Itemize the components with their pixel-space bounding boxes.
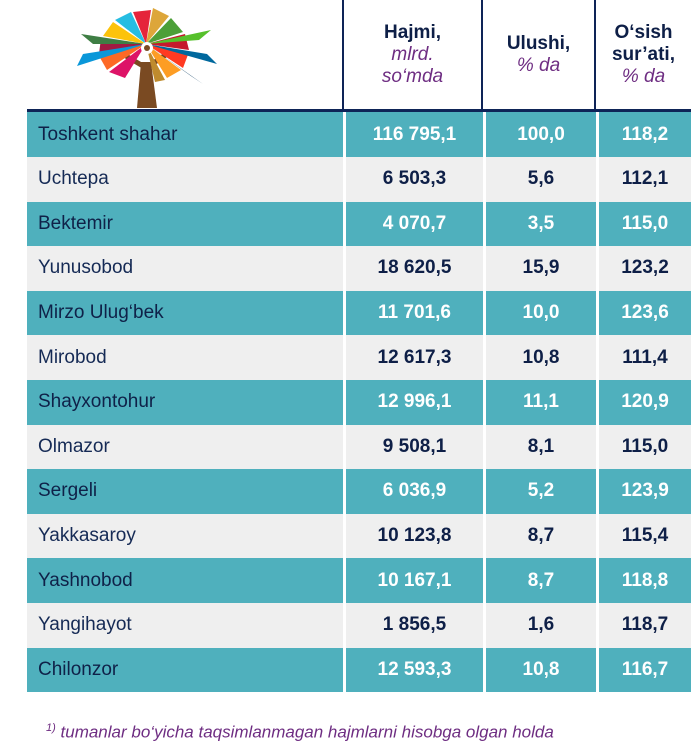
share-cell: 10,8 [483,647,596,693]
header-rule [27,109,691,112]
volume-cell: 116 795,1 [343,112,483,157]
growth-cell: 111,4 [596,335,691,380]
column-unit: mlrd. [391,43,434,65]
growth-cell: 120,9 [596,379,691,425]
table-body: Toshkent shahar 116 795,1 100,0 118,2 Uchtep… [27,112,691,693]
column-unit: % da [621,65,666,87]
district-name: Yashnobod [38,569,133,591]
share-cell: 8,1 [483,424,596,470]
share-cell: 5,6 [483,157,596,202]
share-cell: 15,9 [483,246,596,291]
volume-cell: 10 167,1 [343,558,483,603]
share-cell: 8,7 [483,513,596,559]
volume-cell: 6 503,3 [343,157,483,202]
volume-cell: 9 508,1 [343,424,483,470]
share-cell: 5,2 [483,469,596,514]
share-cell: 10,8 [483,335,596,380]
column-header-volume: Hajmi, mlrd. so‘mda [344,0,481,109]
table-row: Uchtepa 6 503,3 5,6 112,1 [27,157,691,202]
growth-cell: 123,2 [596,246,691,291]
header-divider [342,0,344,111]
share-cell: 1,6 [483,602,596,648]
footnote: 1) tumanlar bo‘yicha taqsimlanmagan hajm… [46,722,554,743]
volume-cell: 10 123,8 [343,513,483,559]
footnote-text: tumanlar bo‘yicha taqsimlanmagan hajmlar… [60,722,554,742]
growth-cell: 118,7 [596,602,691,648]
column-unit: so‘mda [381,65,444,87]
district-name: Olmazor [38,435,110,457]
table-row: Mirobod 12 617,3 10,8 111,4 [27,335,691,380]
district-name: Bektemir [38,212,113,234]
district-name: Mirzo Ulug‘bek [38,302,164,324]
district-name: Sergeli [38,480,98,502]
growth-cell: 118,8 [596,558,691,603]
table-row: Yakkasaroy 10 123,8 8,7 115,4 [27,513,691,559]
tree-of-icons-logo [77,8,217,108]
table-row: Yangihayot 1 856,5 1,6 118,7 [27,602,691,648]
share-cell: 11,1 [483,379,596,425]
table-row: Mirzo Ulug‘bek 11 701,6 10,0 123,6 [27,290,691,336]
table-row: Bektemir 4 070,7 3,5 115,0 [27,201,691,247]
growth-cell: 115,0 [596,424,691,470]
volume-cell: 12 617,3 [343,335,483,380]
share-cell: 100,0 [483,112,596,157]
column-title: sur’ati, [611,43,675,65]
growth-cell: 118,2 [596,112,691,157]
table-row: Yashnobod 10 167,1 8,7 118,8 [27,558,691,603]
volume-cell: 1 856,5 [343,602,483,648]
district-name: Shayxontohur [38,391,156,413]
table-header: Hajmi, mlrd. so‘mda Ulushi, % da O‘sish … [27,0,691,112]
column-title: Ulushi, [506,32,571,54]
district-name: Mirobod [38,346,107,368]
volume-cell: 11 701,6 [343,290,483,336]
table-row: Sergeli 6 036,9 5,2 123,9 [27,469,691,514]
header-divider [594,0,596,111]
growth-cell: 123,9 [596,469,691,514]
district-name: Yangihayot [38,614,132,636]
growth-cell: 115,4 [596,513,691,559]
volume-cell: 12 996,1 [343,379,483,425]
column-unit: % da [516,54,561,76]
district-name: Yunusobod [38,257,134,279]
table-row: Chilonzor 12 593,3 10,8 116,7 [27,647,691,693]
growth-cell: 123,6 [596,290,691,336]
volume-cell: 18 620,5 [343,246,483,291]
column-title: O‘sish [614,21,673,43]
district-name: Toshkent shahar [38,123,178,145]
header-divider [481,0,483,111]
table-row: Shayxontohur 12 996,1 11,1 120,9 [27,379,691,425]
volume-cell: 12 593,3 [343,647,483,693]
district-name: Yakkasaroy [38,525,136,547]
footnote-marker: 1) [46,722,56,734]
share-cell: 3,5 [483,201,596,247]
volume-cell: 6 036,9 [343,469,483,514]
district-table: Hajmi, mlrd. so‘mda Ulushi, % da O‘sish … [27,0,691,693]
district-name: Chilonzor [38,658,119,680]
growth-cell: 116,7 [596,647,691,693]
column-header-share: Ulushi, % da [483,0,594,109]
volume-cell: 4 070,7 [343,201,483,247]
growth-cell: 112,1 [596,157,691,202]
share-cell: 10,0 [483,290,596,336]
table-row: Yunusobod 18 620,5 15,9 123,2 [27,246,691,291]
column-header-growth: O‘sish sur’ati, % da [596,0,691,109]
table-row: Toshkent shahar 116 795,1 100,0 118,2 [27,112,691,157]
share-cell: 8,7 [483,558,596,603]
district-name: Uchtepa [38,168,109,190]
column-title: Hajmi, [383,21,442,43]
table-row: Olmazor 9 508,1 8,1 115,0 [27,424,691,470]
growth-cell: 115,0 [596,201,691,247]
